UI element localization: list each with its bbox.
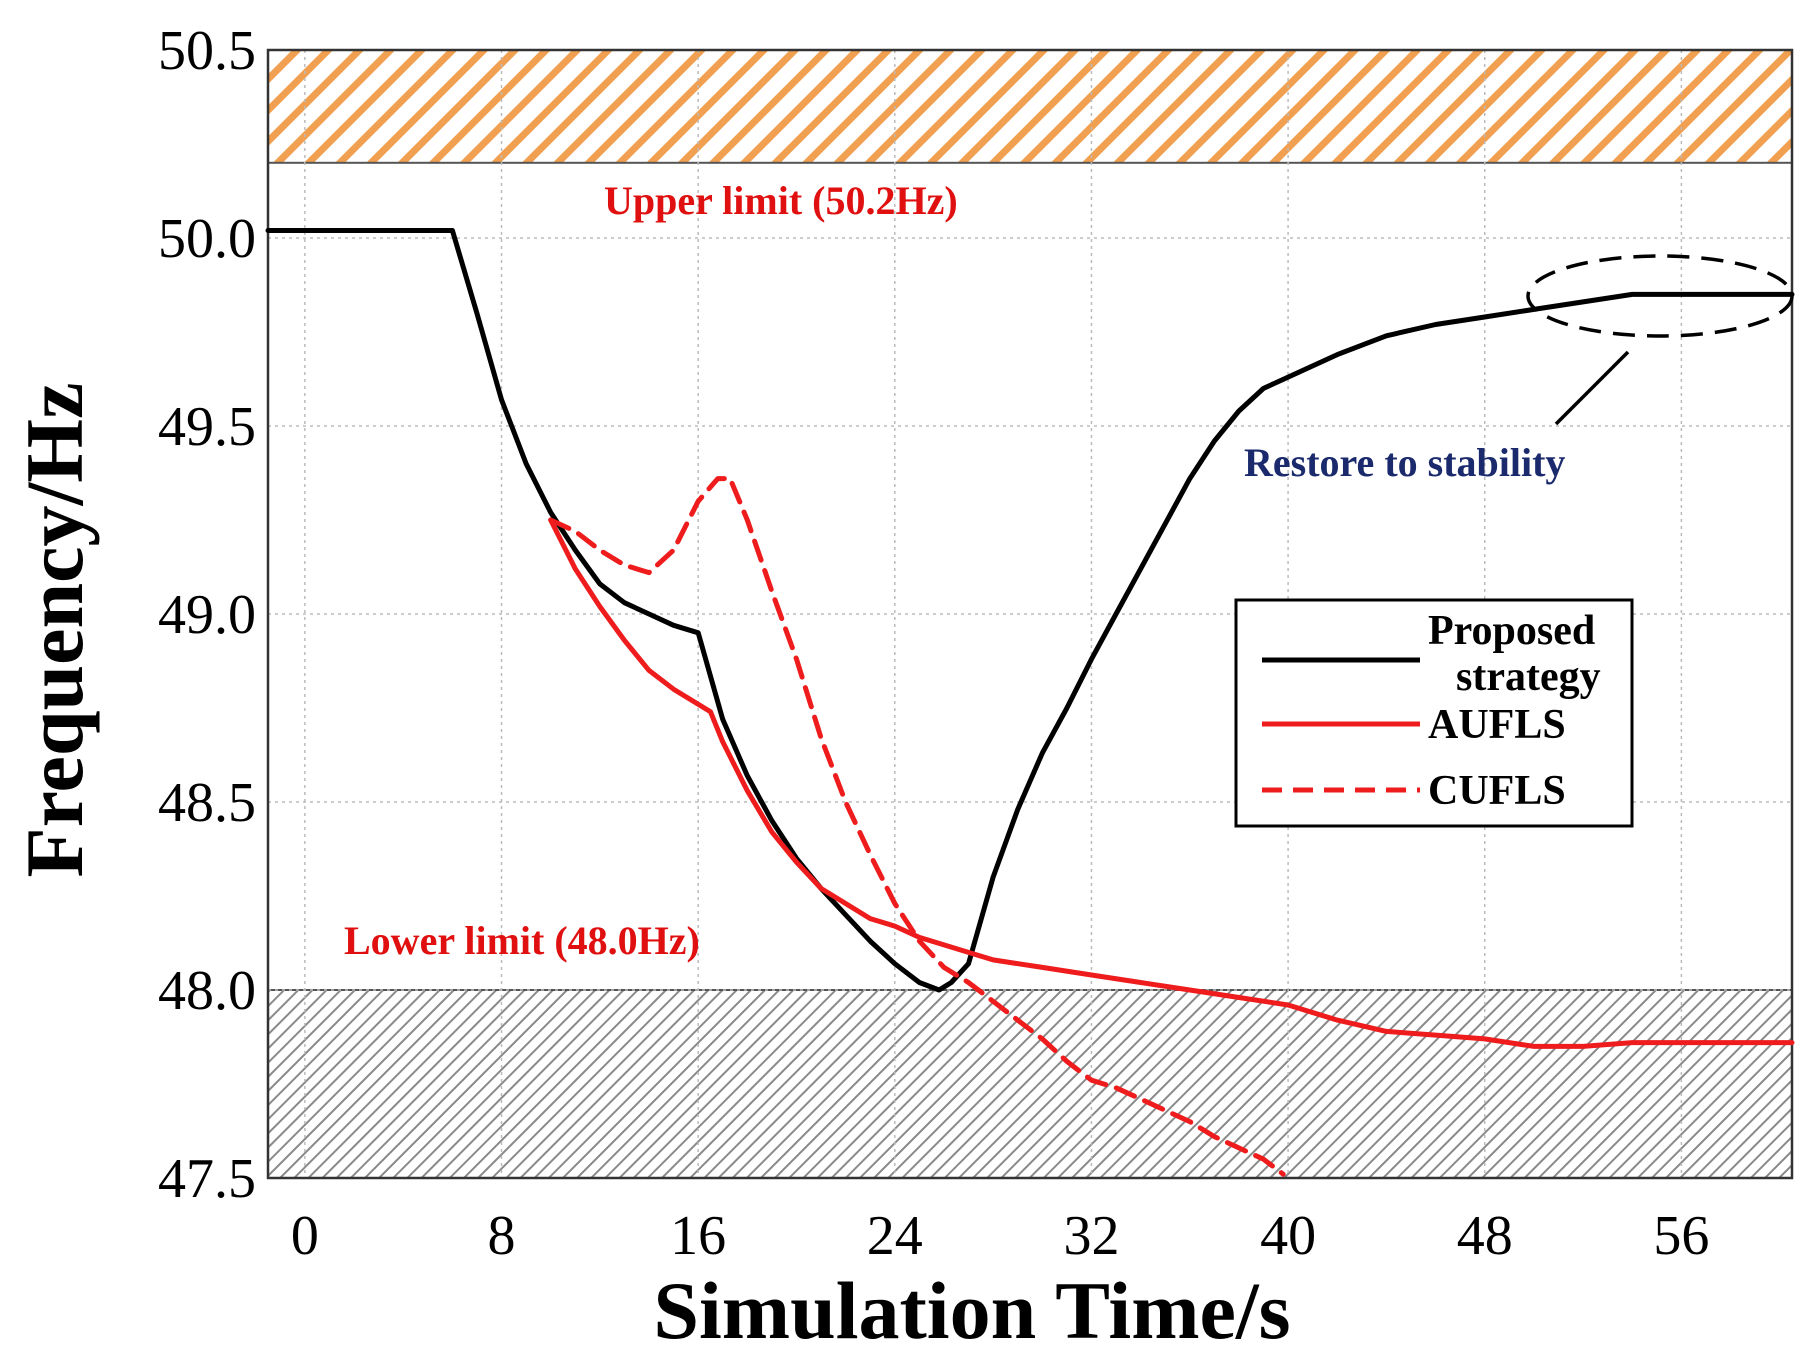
y-tick-label: 49.5 xyxy=(158,396,256,458)
legend-label-aufls: AUFLS xyxy=(1428,702,1566,748)
x-tick-label: 48 xyxy=(1457,1205,1513,1267)
restore-to-stability-label: Restore to stability xyxy=(1244,440,1565,485)
legend-label-cufls: CUFLS xyxy=(1428,768,1566,814)
x-tick-label: 0 xyxy=(291,1205,319,1267)
x-tick-label: 24 xyxy=(867,1205,923,1267)
legend-label-proposed-line2: strategy xyxy=(1456,654,1601,700)
legend-box xyxy=(1234,598,1634,828)
y-tick-label: 48.5 xyxy=(158,772,256,834)
y-tick-label: 48.0 xyxy=(158,960,256,1022)
y-tick-label: 50.5 xyxy=(158,20,256,82)
y-axis-title: Frequency/Hz xyxy=(9,383,100,878)
bands-layer xyxy=(267,49,1793,1179)
y-tick-label: 49.0 xyxy=(158,584,256,646)
series-line-proposed-strategy xyxy=(265,228,1795,993)
x-axis-title: Simulation Time/s xyxy=(653,1265,1290,1356)
legend-label-proposed-line1: Proposed xyxy=(1428,608,1595,654)
stability-pointer-line xyxy=(1554,350,1630,426)
x-tick-label: 56 xyxy=(1653,1205,1709,1267)
stability-highlight-ellipse xyxy=(1526,254,1794,338)
legend: Proposed strategy AUFLS CUFLS xyxy=(1234,598,1634,828)
series-line-cufls xyxy=(548,476,1286,1177)
x-tick-label: 32 xyxy=(1063,1205,1119,1267)
x-tick-label: 16 xyxy=(670,1205,726,1267)
upper-limit-label: Upper limit (50.2Hz) xyxy=(604,178,958,223)
series-layer xyxy=(265,228,1795,1177)
lower-forbidden-band xyxy=(267,989,1793,1179)
y-tick-label: 50.0 xyxy=(158,208,256,270)
x-tick-labels: 0 8 16 24 32 40 48 56 xyxy=(291,1205,1710,1267)
lower-limit-label: Lower limit (48.0Hz) xyxy=(344,918,700,963)
series-line-aufls xyxy=(548,517,1795,1049)
y-tick-label: 47.5 xyxy=(158,1148,256,1210)
plot-frame xyxy=(266,48,1794,1180)
x-tick-label: 8 xyxy=(488,1205,516,1267)
x-tick-label: 40 xyxy=(1260,1205,1316,1267)
upper-forbidden-band xyxy=(267,49,1793,164)
y-tick-labels: 47.5 48.0 48.5 49.0 49.5 50.0 50.5 xyxy=(158,20,256,1210)
